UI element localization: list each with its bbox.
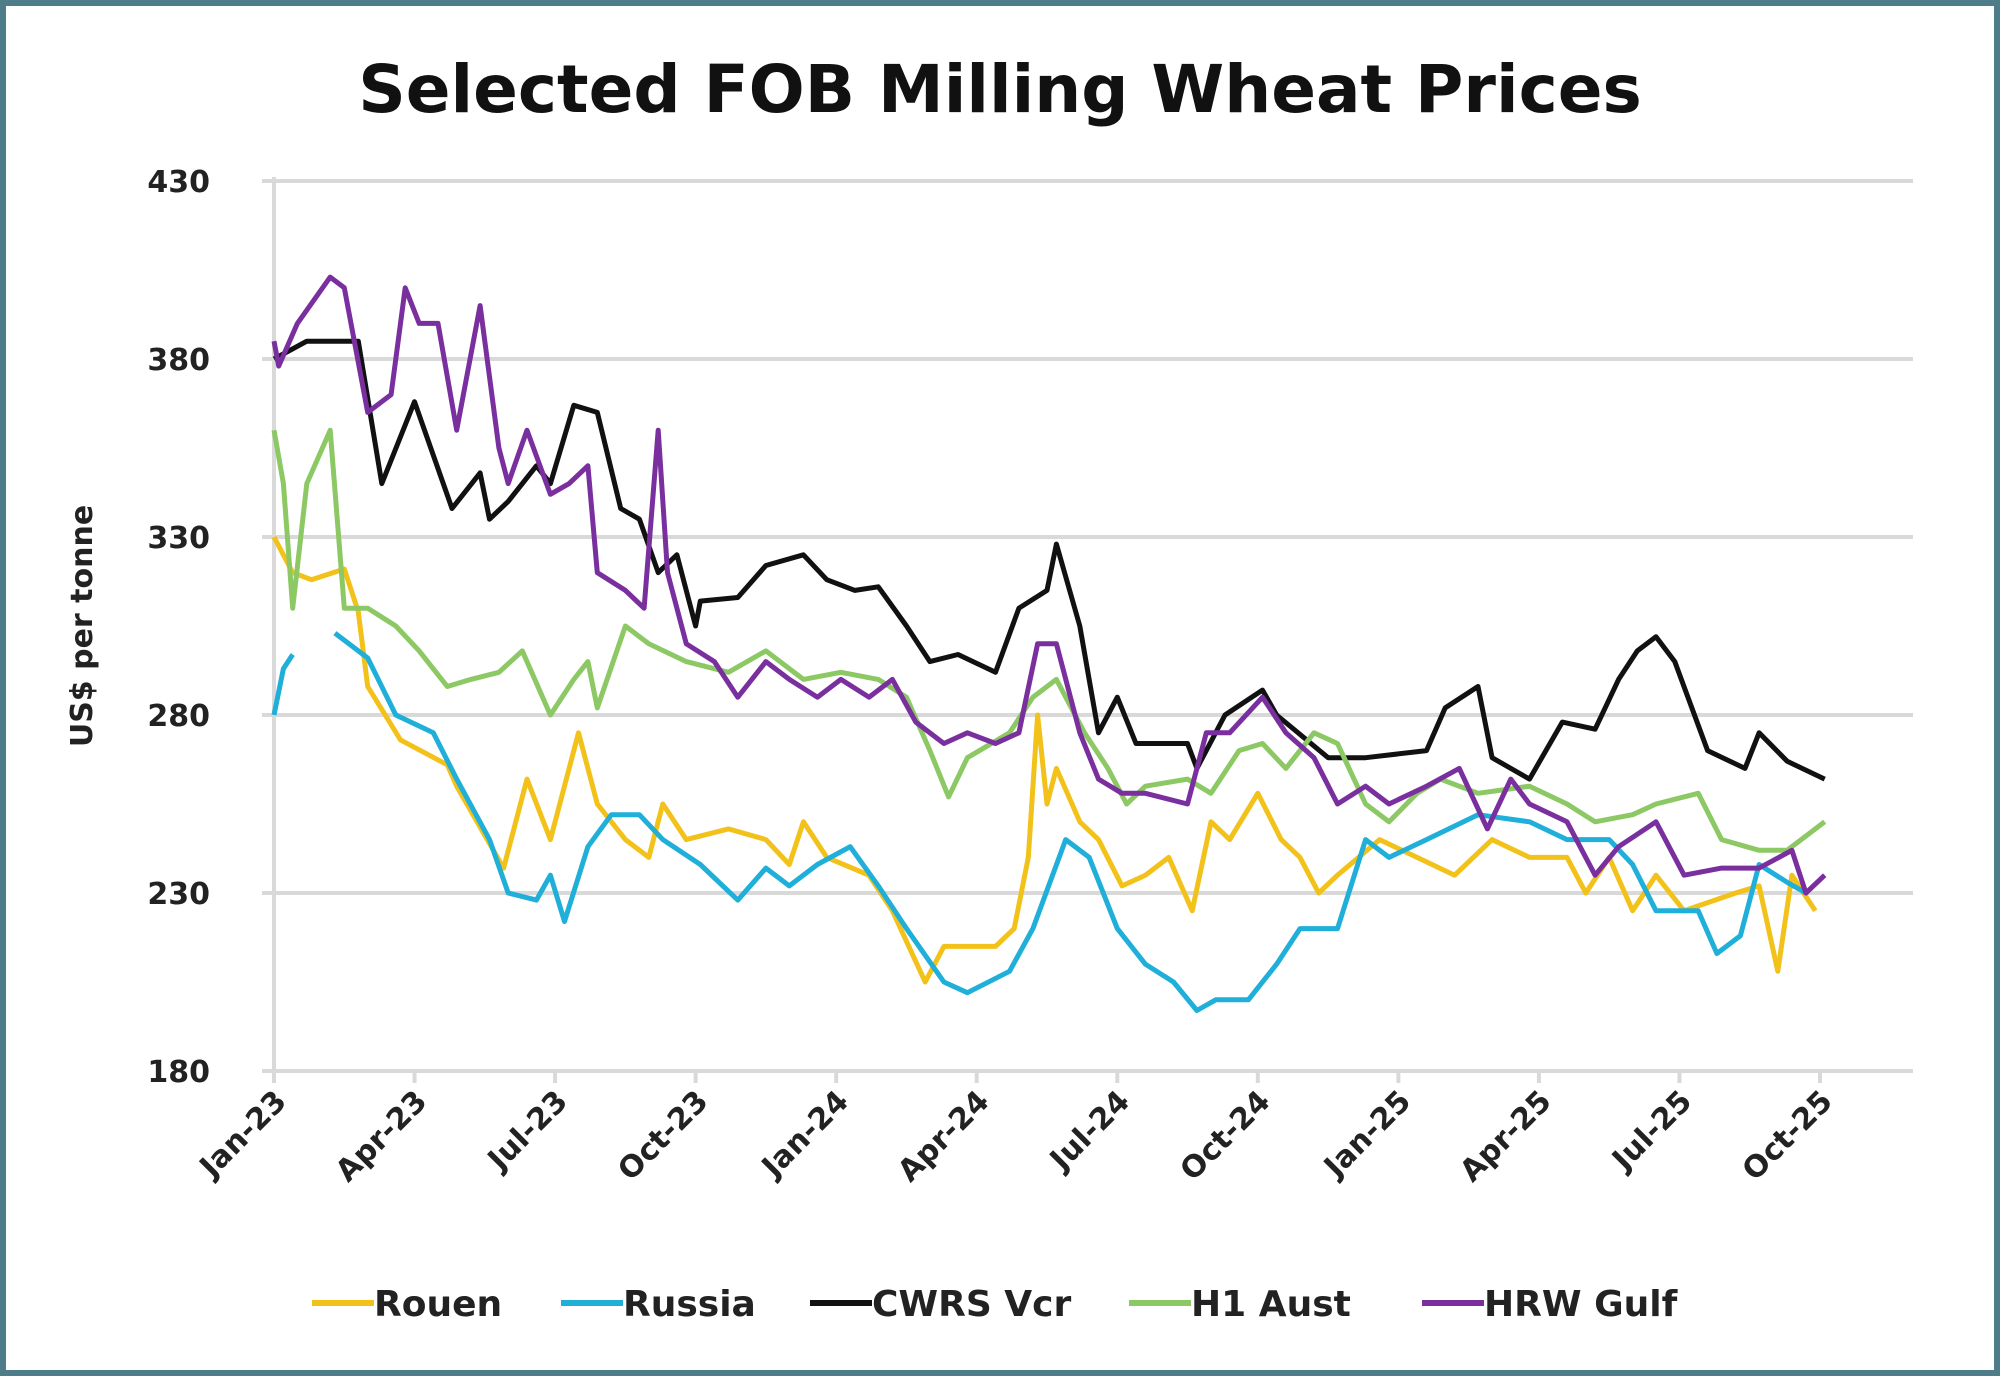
x-tick-label: Apr-23 xyxy=(329,1084,434,1189)
y-tick-label: 230 xyxy=(147,877,210,912)
legend-label: CWRS Vcr xyxy=(872,1284,1072,1325)
legend-item-h1-aust: H1 Aust xyxy=(1129,1284,1351,1325)
x-tick-labels: Jan-23 Apr-23 Jul-23 Oct-23 Jan-24 Apr-24 Jul-… xyxy=(192,1084,1840,1189)
legend-label: Rouen xyxy=(374,1284,502,1325)
legend-item-russia: Russia xyxy=(561,1284,756,1325)
y-tick-label: 430 xyxy=(147,165,210,200)
y-tick-label: 280 xyxy=(147,699,210,734)
x-tick-label: Oct-23 xyxy=(611,1084,715,1188)
x-tick-label: Apr-25 xyxy=(1453,1084,1558,1189)
y-axis-label: US$ per tonne xyxy=(65,505,100,747)
x-tick-label: Jan-23 xyxy=(192,1084,294,1186)
y-tick-label: 330 xyxy=(147,521,210,556)
series-line-russia xyxy=(271,653,295,716)
x-tick-label: Oct-24 xyxy=(1174,1084,1278,1188)
y-tick-labels: 180 230 280 330 380 430 xyxy=(147,165,210,1090)
y-tick-label: 180 xyxy=(147,1055,210,1090)
x-tick-label: Jul-24 xyxy=(1042,1084,1137,1179)
x-tick-label: Jan-25 xyxy=(1316,1084,1418,1186)
y-tick-label: 380 xyxy=(147,343,210,378)
gridlines xyxy=(262,177,1913,1083)
x-tick-label: Oct-25 xyxy=(1736,1084,1840,1188)
legend-item-rouen: Rouen xyxy=(312,1284,502,1325)
legend-item-hrw-gulf: HRW Gulf xyxy=(1422,1284,1678,1325)
chart-title: Selected FOB Milling Wheat Prices xyxy=(358,51,1642,128)
legend: Rouen Russia CWRS Vcr H1 Aust HRW Gulf xyxy=(312,1284,1678,1325)
legend-label: H1 Aust xyxy=(1191,1284,1351,1325)
series-line-russia xyxy=(333,631,1808,1013)
series-lines xyxy=(271,274,1827,1013)
x-tick-label: Jul-23 xyxy=(480,1084,575,1179)
legend-label: HRW Gulf xyxy=(1484,1284,1678,1325)
series-line-rouen xyxy=(271,535,1818,985)
legend-label: Russia xyxy=(623,1284,756,1325)
series-line-hrw-gulf xyxy=(271,274,1827,896)
x-tick-label: Apr-24 xyxy=(891,1084,996,1189)
legend-item-cwrs-vcr: CWRS Vcr xyxy=(810,1284,1072,1325)
x-tick-label: Jul-25 xyxy=(1604,1084,1699,1179)
x-tick-label: Jan-24 xyxy=(754,1084,856,1186)
